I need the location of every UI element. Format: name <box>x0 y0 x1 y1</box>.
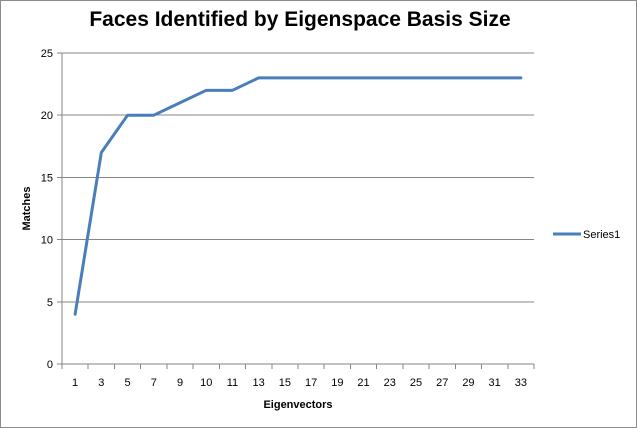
x-axis-ticks: 1 3 5 7 9 10 11 13 15 17 19 21 23 25 27 29 31 33 <box>61 364 535 389</box>
axes <box>61 53 534 365</box>
y-tick-label: 25 <box>41 48 53 60</box>
x-tick-label: 15 <box>279 377 291 389</box>
series-line-1 <box>73 76 523 316</box>
x-tick-label: 23 <box>384 377 396 389</box>
chart-title: Faces Identified by Eigenspace Basis Siz… <box>89 8 511 31</box>
legend-label-series1: Series1 <box>583 229 620 241</box>
x-tick-label: 10 <box>200 377 212 389</box>
y-tick-label: 15 <box>41 172 53 184</box>
x-tick-label: 29 <box>462 377 474 389</box>
x-tick-label: 33 <box>515 377 527 389</box>
y-tick-label: 10 <box>41 235 53 247</box>
x-tick-label: 25 <box>410 377 422 389</box>
y-axis-label: Matches <box>21 186 33 230</box>
x-tick-label: 21 <box>357 377 369 389</box>
x-tick-label: 3 <box>98 377 104 389</box>
series-group <box>73 76 523 316</box>
x-tick-label: 11 <box>227 377 238 389</box>
x-axis-label: Eigenvectors <box>263 399 332 411</box>
y-tick-label: 20 <box>41 110 53 122</box>
x-tick-label: 31 <box>489 377 501 389</box>
y-tick-label: 0 <box>47 359 53 371</box>
x-tick-label: 13 <box>253 377 265 389</box>
x-tick-label: 17 <box>305 377 317 389</box>
x-tick-label: 19 <box>331 377 343 389</box>
legend: Series1 <box>553 229 620 241</box>
x-tick-label: 5 <box>124 377 130 389</box>
y-axis-ticks: 0 5 10 15 20 25 <box>41 48 62 371</box>
x-tick-label: 9 <box>177 377 183 389</box>
y-tick-label: 5 <box>47 297 53 309</box>
x-tick-label: 1 <box>72 377 78 389</box>
x-tick-label: 27 <box>436 377 448 389</box>
gridlines <box>62 52 534 303</box>
x-tick-label: 7 <box>151 377 157 389</box>
